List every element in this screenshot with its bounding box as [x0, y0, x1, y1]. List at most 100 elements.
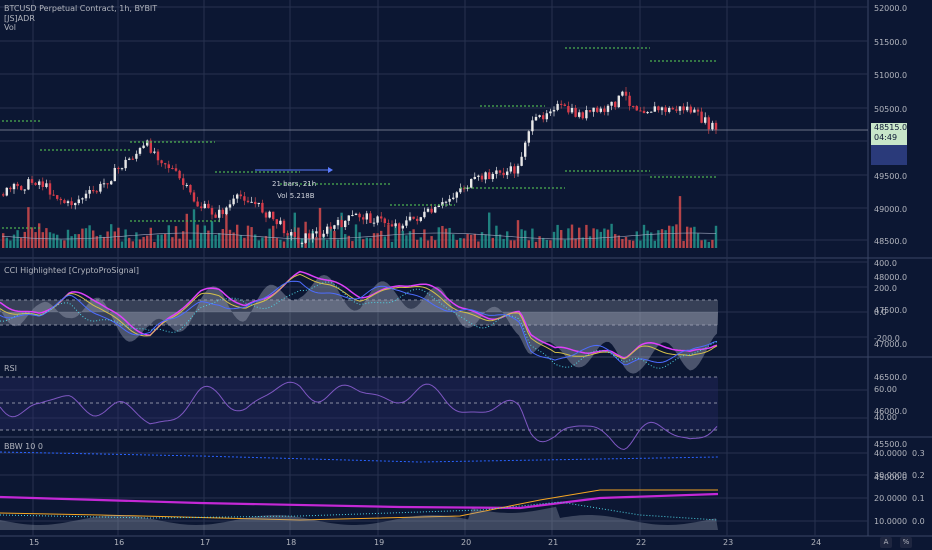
candle-body [624, 91, 628, 96]
time-axis-label: 24 [811, 538, 822, 547]
candle-body [52, 194, 55, 196]
candle-body [707, 117, 710, 130]
candle-body [491, 173, 494, 180]
bbw-axis-left-label: 10.0000 [874, 517, 908, 526]
volume-bar [416, 239, 419, 248]
volume-bar [45, 228, 48, 248]
volume-bar [128, 237, 131, 248]
bbw-axis-right-label: 0.0 [912, 517, 925, 526]
candle-body [228, 204, 232, 208]
volume-bar [599, 231, 602, 248]
candle-body [185, 184, 188, 186]
candle-body [124, 159, 127, 169]
candle-body [632, 105, 635, 107]
candle-body [232, 198, 235, 205]
volume-bar [588, 236, 592, 248]
candle-body [56, 195, 59, 199]
volume-bar [23, 231, 26, 248]
volume-bar [466, 233, 469, 248]
volume-bar [48, 232, 52, 248]
candle-body [524, 142, 527, 157]
candle-body [693, 109, 696, 113]
candle-body [610, 101, 613, 106]
volume-bar [88, 225, 91, 248]
price-axis-label: 51500.0 [874, 38, 908, 47]
volume-bar [596, 229, 599, 248]
volume-bar [2, 233, 5, 248]
candle-body [552, 109, 556, 112]
cci-axis-label: 200.0 [874, 284, 897, 293]
candle-body [207, 203, 210, 208]
volume-bar [567, 228, 570, 248]
price-axis-label: 47000.0 [874, 340, 908, 349]
measure-volume-label: Vol 5.218B [277, 192, 315, 200]
volume-bar [563, 239, 566, 248]
candle-body [570, 107, 574, 113]
candle-body [77, 199, 80, 204]
percent-scale-button[interactable]: % [900, 537, 912, 548]
candle-body [142, 145, 145, 149]
volume-bar [711, 239, 714, 248]
candle-body [315, 231, 318, 234]
volume-bar [664, 230, 667, 248]
candle-body [412, 216, 415, 219]
volume-bar [41, 232, 44, 248]
volume-bar [682, 240, 685, 248]
volume-bar [351, 241, 354, 248]
volume-bar [448, 227, 451, 248]
volume-bar [477, 241, 480, 248]
candle-body [477, 175, 480, 177]
volume-bar [675, 224, 678, 248]
cci-indicator-label[interactable]: CCI Highlighted [CryptoProSignal] [4, 266, 139, 275]
auto-scale-button[interactable]: A [880, 537, 892, 548]
bbw-indicator-label[interactable]: BBW 10 0 [4, 442, 43, 451]
candle-body [290, 232, 293, 236]
candle-body [657, 106, 660, 111]
volume-bar [275, 237, 278, 248]
candle-body [556, 103, 559, 110]
candle-body [578, 112, 581, 117]
candle-body [282, 220, 286, 234]
volume-bar [27, 207, 30, 248]
candle-body [297, 236, 300, 244]
volume-indicator-label[interactable]: Vol [4, 23, 16, 32]
volume-bar [387, 224, 390, 248]
candle-body [308, 233, 311, 239]
time-axis-label: 17 [200, 538, 211, 547]
volume-bar [207, 230, 210, 248]
candle-body [592, 107, 595, 112]
adr-indicator-label[interactable]: [JS]ADR [4, 14, 35, 23]
volume-bar [473, 233, 476, 248]
volume-bar [236, 224, 239, 248]
candle-body [30, 179, 34, 183]
volume-bar [322, 235, 325, 248]
candle-body [38, 181, 41, 185]
bbw-axis-left-label: 30.0000 [874, 471, 908, 480]
candle-body [401, 225, 404, 229]
candle-body [164, 163, 167, 165]
symbol-title[interactable]: BTCUSD Perpetual Contract, 1h, BYBIT [4, 4, 158, 13]
candle-body [221, 209, 224, 215]
volume-bar [12, 234, 16, 248]
candle-body [88, 189, 91, 194]
volume-bar [185, 213, 188, 248]
candle-body [560, 103, 563, 105]
candle-body [171, 167, 174, 169]
volume-bar [167, 225, 170, 248]
rsi-indicator-label[interactable]: RSI [4, 364, 17, 373]
candle-body [354, 213, 358, 216]
volume-bar [491, 237, 494, 248]
volume-bar [138, 239, 142, 248]
volume-bar [102, 236, 106, 248]
volume-bar [635, 231, 638, 248]
volume-bar [693, 226, 696, 248]
volume-bar [254, 234, 257, 248]
candle-body [473, 176, 476, 179]
volume-bar [106, 231, 109, 248]
volume-bar [99, 234, 102, 248]
candle-body [549, 111, 552, 114]
candle-body [84, 193, 88, 199]
candle-body [596, 107, 599, 112]
